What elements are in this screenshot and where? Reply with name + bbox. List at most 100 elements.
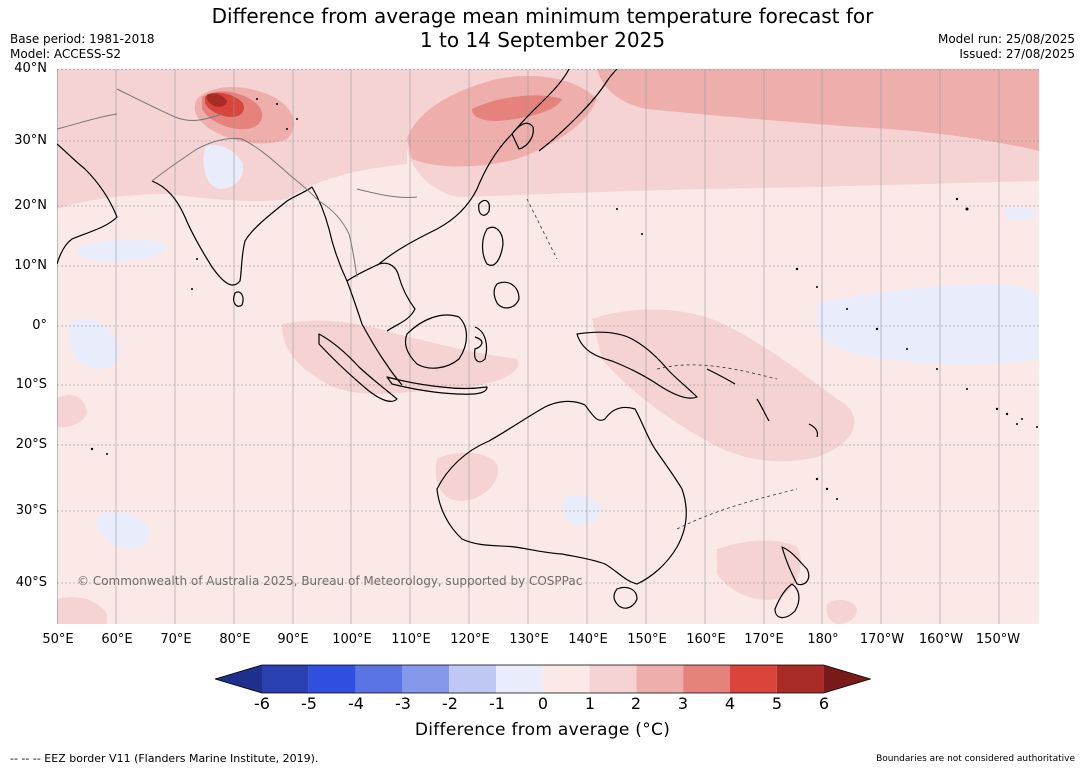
- colorbar-tick: 4: [724, 694, 736, 713]
- coast-taiwan: [478, 199, 490, 216]
- colorbar-segment: [449, 665, 496, 693]
- meridians: [57, 69, 1000, 624]
- base-period: Base period: 1981-2018: [10, 32, 155, 46]
- coast-sumatra: [318, 333, 398, 402]
- lat-label-20s: 20°S: [15, 437, 47, 452]
- lat-label-equator: 0°: [32, 318, 47, 333]
- coast-indochina: [346, 262, 416, 332]
- map-panel: [57, 69, 1039, 624]
- anomaly-east-africa-strip: [57, 394, 87, 428]
- lon-label-170w: 170°W: [859, 632, 905, 647]
- anomaly-cool-west-equatorial: [68, 319, 121, 370]
- colorbar-label: Difference from average (°C): [414, 720, 671, 740]
- lat-label-10s: 10°S: [15, 377, 47, 392]
- colorbar-tick: -3: [395, 694, 411, 713]
- map-title: Difference from average mean minimum tem…: [0, 4, 1085, 52]
- eez-legend: -- -- -- EEZ border V11 (Flanders Marine…: [10, 752, 319, 765]
- coast-new-guinea: [576, 331, 698, 399]
- lon-label-80e: 80°E: [219, 632, 251, 647]
- colorbar-segment: [589, 665, 637, 693]
- coast-china: [378, 69, 570, 265]
- lon-label-60e: 60°E: [101, 632, 133, 647]
- coast-korea: [511, 122, 534, 150]
- title-line-1: Difference from average mean minimum tem…: [211, 4, 874, 28]
- anomaly-tibet-peak: [206, 93, 227, 107]
- model-name: Model: ACCESS-S2: [10, 47, 122, 61]
- eez-borders: [526, 198, 798, 530]
- anomaly-cool-southeast-pacific: [1005, 206, 1037, 221]
- anomaly-cool-southwest: [96, 512, 151, 550]
- colorbar-extend-high: [823, 665, 871, 693]
- anomaly-tasman: [717, 540, 801, 600]
- colorbar-segment: [636, 665, 684, 693]
- anomaly-australia-west: [435, 452, 498, 501]
- lon-label-50e: 50°E: [42, 632, 74, 647]
- coast-india: [151, 180, 313, 286]
- lon-label-160e: 160°E: [686, 632, 726, 647]
- coast-java: [386, 376, 488, 395]
- coast-japan: [538, 69, 618, 152]
- colorbar-segment: [496, 665, 543, 693]
- anomaly-tropical-pacific: [592, 309, 855, 462]
- anomaly-fields: [57, 69, 1039, 624]
- anomaly-indian-ocean: [282, 320, 519, 394]
- coast-tasmania: [613, 586, 638, 609]
- colorbar-segment: [683, 665, 730, 693]
- lon-label-150w: 150°W: [975, 632, 1021, 647]
- anomaly-china-strong: [472, 95, 562, 121]
- lat-label-30n: 30°N: [14, 133, 47, 148]
- lat-label-40n: 40°N: [14, 61, 47, 76]
- colorbar-segment: [262, 665, 309, 693]
- lon-label-90e: 90°E: [277, 632, 309, 647]
- anomaly-north-pacific-strong: [597, 69, 1039, 151]
- coast-solomon-islands: [706, 368, 736, 385]
- title-line-2: 1 to 14 September 2025: [419, 28, 666, 52]
- island-markers: [90, 98, 1038, 500]
- colorbar-extend-low: [215, 665, 262, 693]
- colorbar-svg: [213, 664, 873, 694]
- lon-label-110e: 110°E: [391, 632, 431, 647]
- anomaly-small-southern: [57, 597, 107, 624]
- model-run: Model run: 25/08/2025: [937, 32, 1075, 46]
- coast-new-zealand-north: [781, 546, 810, 586]
- boundary-disclaimer: Boundaries are not considered authoritat…: [876, 754, 1075, 764]
- meta-right: Model run: 25/08/2025 Issued: 27/08/2025: [938, 32, 1075, 62]
- coast-philippines-luzon: [481, 226, 504, 266]
- lat-label-30s: 30°S: [15, 503, 47, 518]
- coast-sri-lanka: [233, 291, 244, 307]
- lon-label-160w: 160°W: [918, 632, 964, 647]
- colorbar-tick: 0: [537, 694, 549, 713]
- colorbar-segment: [542, 665, 590, 693]
- coast-philippines-mindanao: [493, 281, 520, 309]
- anomaly-south-small-east: [826, 599, 857, 624]
- colorbar-tick: -6: [254, 694, 270, 713]
- lon-label-120e: 120°E: [450, 632, 490, 647]
- lon-label-170e: 170°E: [744, 632, 784, 647]
- lon-label-180: 180°: [807, 632, 839, 647]
- lon-label-100e: 100°E: [332, 632, 372, 647]
- coast-sulawesi: [474, 326, 488, 363]
- country-borders: [57, 88, 418, 278]
- colorbar-tick: -2: [442, 694, 458, 713]
- anomaly-cool-east-pacific: [817, 283, 1039, 365]
- colorbar-segment: [776, 665, 824, 693]
- colorbar-segment: [308, 665, 356, 693]
- meta-left: Base period: 1981-2018 Model: ACCESS-S2: [10, 32, 155, 62]
- colorbar-tick: -4: [348, 694, 364, 713]
- colorbar-tick: 2: [630, 694, 642, 713]
- lon-label-130e: 130°E: [509, 632, 549, 647]
- map-svg: [57, 69, 1039, 624]
- coastlines: [57, 69, 819, 619]
- colorbar-segment: [402, 665, 450, 693]
- colorbar-tick: -5: [301, 694, 317, 713]
- colorbar-tick: 5: [771, 694, 783, 713]
- coast-australia: [436, 400, 687, 585]
- lat-label-20n: 20°N: [14, 198, 47, 213]
- anomaly-cool-australia: [563, 495, 602, 525]
- colorbar-tick: 1: [584, 694, 596, 713]
- coast-bay-bengal-myanmar: [311, 186, 363, 325]
- lat-label-40s: 40°S: [15, 575, 47, 590]
- colorbar-tick: 6: [818, 694, 830, 713]
- colorbar-segment: [355, 665, 403, 693]
- lat-label-10n: 10°N: [14, 258, 47, 273]
